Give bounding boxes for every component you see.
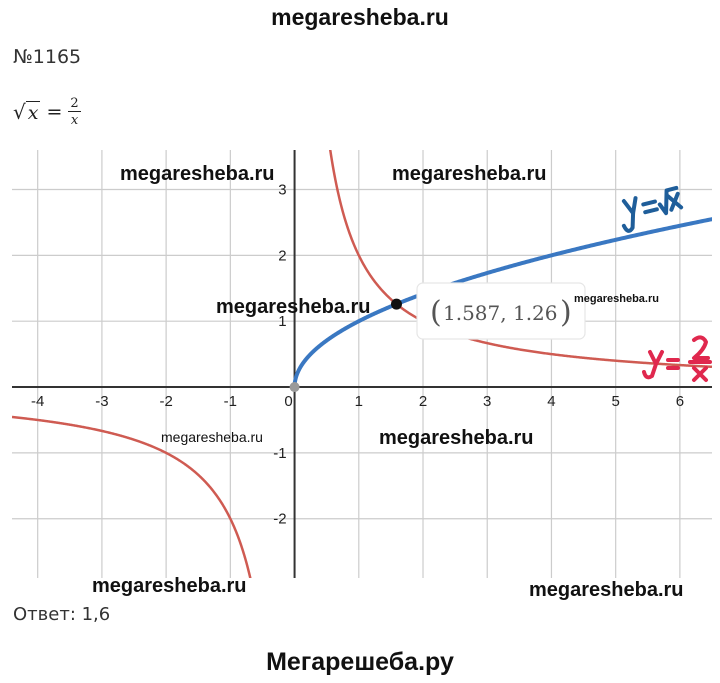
intersection-label: ( 1.587, 1.26 ) <box>416 282 586 340</box>
svg-text:): ) <box>560 295 572 330</box>
sqrt-expression: √ x <box>13 100 41 124</box>
watermark: megaresheba.ru <box>120 163 275 185</box>
problem-number: №1165 <box>13 46 82 68</box>
hyperbola-right-branch <box>328 150 712 369</box>
y-tick-label: 3 <box>278 182 286 199</box>
y-tick-label: 1 <box>278 313 286 330</box>
x-tick-label: 6 <box>676 393 684 410</box>
svg-text:(: ( <box>430 295 442 330</box>
axes <box>12 150 712 578</box>
equation: √ x = 2 x <box>13 92 81 132</box>
fraction: 2 x <box>68 96 81 128</box>
curves <box>12 150 712 578</box>
answer: Ответ: 1,6 <box>13 604 111 625</box>
site-footer: Мегарешеба.ру <box>266 648 454 676</box>
x-tick-label: -1 <box>224 393 237 410</box>
x-tick-label: 1 <box>355 393 363 410</box>
watermark: megaresheba.ru <box>216 296 371 318</box>
function-graph: -4 -3 -2 -1 0 1 2 3 4 5 6 -2 -1 1 2 3 ( 1.587, 1.26 ) m… <box>12 150 712 578</box>
sqrt-curve-label <box>621 185 684 233</box>
radical-sign: √ <box>13 100 26 124</box>
equals-sign: = <box>46 101 63 123</box>
radicand: x <box>25 101 41 124</box>
y-tick-label: -1 <box>273 445 286 462</box>
watermark: megaresheba.ru <box>161 429 263 445</box>
grid <box>12 150 712 578</box>
x-tick-label: -4 <box>31 393 44 410</box>
site-header: megaresheba.ru <box>271 4 449 30</box>
fraction-numerator: 2 <box>68 96 81 112</box>
x-tick-label: -2 <box>159 393 172 410</box>
watermark: megaresheba.ru <box>92 575 247 597</box>
watermark: megaresheba.ru <box>379 427 534 449</box>
intersection-point <box>390 298 402 310</box>
x-tick-label: 0 <box>284 393 292 410</box>
fraction-denominator: x <box>70 113 79 128</box>
x-tick-label: 4 <box>547 393 555 410</box>
x-tick-label: 2 <box>419 393 427 410</box>
intersection-coords: 1.587, 1.26 <box>443 301 558 325</box>
x-tick-label: 5 <box>611 393 619 410</box>
watermark: megaresheba.ru <box>574 293 659 305</box>
x-tick-label: -3 <box>95 393 108 410</box>
watermark: megaresheba.ru <box>392 163 547 185</box>
y-tick-label: 2 <box>278 247 286 264</box>
origin-point <box>289 382 300 393</box>
y-tick-label: -2 <box>273 511 286 528</box>
hyperbola-left-branch <box>12 415 252 578</box>
hyperbola-curve-label <box>642 335 712 382</box>
watermark: megaresheba.ru <box>529 579 684 601</box>
tick-labels: -4 -3 -2 -1 0 1 2 3 4 5 6 -2 -1 1 2 3 <box>31 182 684 528</box>
x-tick-label: 3 <box>483 393 491 410</box>
